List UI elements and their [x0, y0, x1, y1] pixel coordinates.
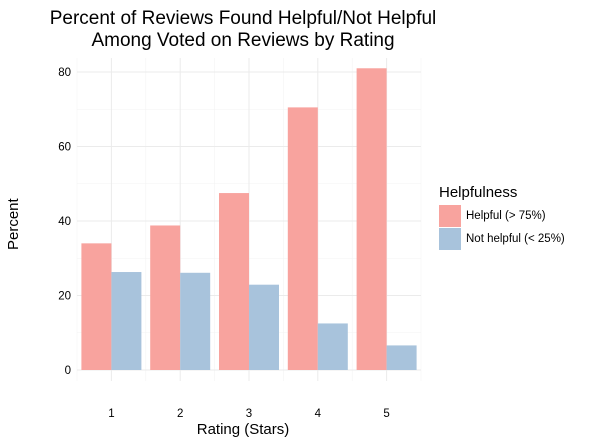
bar-not-helpful	[111, 272, 142, 370]
y-tick-label: 0	[65, 365, 71, 377]
x-tick-label: 3	[246, 408, 252, 420]
y-tick-label: 80	[58, 67, 71, 79]
bar-not-helpful	[180, 272, 211, 370]
y-tick-label: 40	[58, 216, 71, 228]
bar-helpful	[356, 68, 387, 371]
x-tick-label: 2	[177, 408, 183, 420]
y-axis-title: Percent	[5, 198, 22, 250]
x-tick-label: 1	[108, 408, 114, 420]
x-tick-label: 5	[383, 408, 389, 420]
x-tick-label: 4	[315, 408, 322, 420]
legend-swatch-not-helpful	[439, 228, 461, 250]
y-tick-label: 20	[58, 291, 71, 303]
legend-label-helpful: Helpful (> 75%)	[466, 210, 546, 222]
bar-not-helpful	[317, 323, 348, 370]
bar-not-helpful	[249, 284, 279, 370]
x-axis-title: Rating (Stars)	[196, 421, 290, 438]
legend-swatch-helpful	[439, 205, 461, 227]
bar-helpful	[81, 243, 112, 370]
legend-label-not-helpful: Not helpful (< 25%)	[466, 233, 565, 245]
chart-title-line-2: Among Voted on Reviews by Rating	[91, 30, 395, 51]
y-tick-label: 60	[58, 142, 71, 154]
bar-helpful	[150, 225, 181, 370]
bar-not-helpful	[386, 345, 417, 370]
bar-helpful	[287, 107, 318, 370]
legend-item-not-helpful: Not helpful (< 25%)	[439, 228, 565, 250]
chart-title-line-1: Percent of Reviews Found Helpful/Not Hel…	[49, 8, 437, 29]
legend-item-helpful: Helpful (> 75%)	[439, 205, 546, 227]
legend-title: Helpfulness	[439, 184, 518, 201]
bar-helpful	[219, 193, 249, 370]
